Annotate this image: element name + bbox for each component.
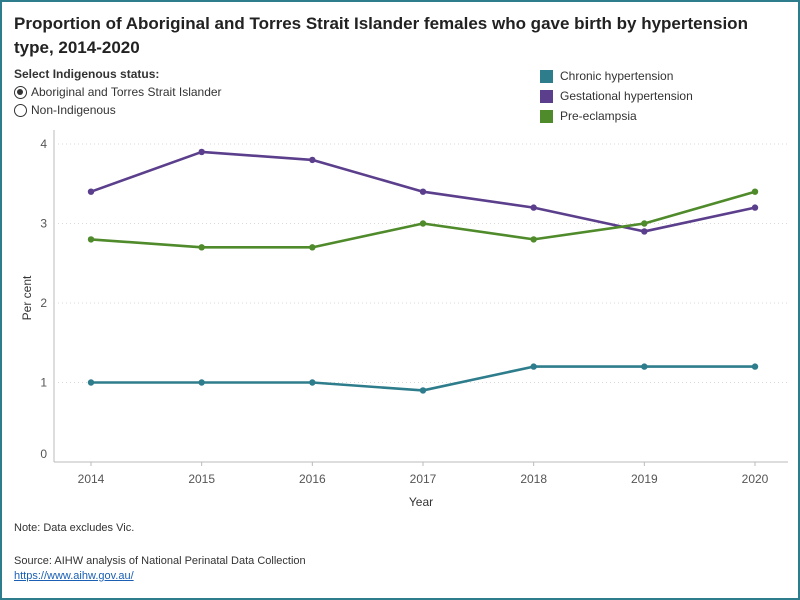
radio-option-aboriginal[interactable]: Aboriginal and Torres Strait Islander — [14, 83, 222, 101]
series-point-2 — [309, 244, 316, 251]
x-tick-label: 2015 — [188, 472, 215, 486]
series-point-0 — [530, 363, 537, 370]
radio-option-non-indigenous[interactable]: Non-Indigenous — [14, 101, 116, 119]
series-point-1 — [419, 188, 427, 195]
filter-label: Select Indigenous status: — [14, 67, 160, 81]
series-point-0 — [309, 379, 316, 386]
series-point-0 — [87, 379, 95, 386]
radio-selected-icon[interactable] — [14, 85, 27, 99]
radio-unselected-icon[interactable] — [14, 103, 27, 117]
legend-item-chronic[interactable]: Chronic hypertension — [540, 66, 693, 86]
legend-label: Pre-eclampsia — [560, 109, 637, 123]
y-tick-label: 3 — [40, 217, 47, 231]
legend-swatch-icon — [540, 69, 553, 83]
radio-option-label: Aboriginal and Torres Strait Islander — [31, 85, 222, 99]
series-point-0 — [751, 363, 759, 370]
series-point-0 — [641, 363, 648, 370]
series-point-0 — [198, 379, 205, 386]
legend-swatch-icon — [540, 89, 553, 103]
x-tick-label: 2014 — [78, 472, 105, 486]
legend: Chronic hypertension Gestational hyperte… — [540, 66, 693, 126]
x-tick-label: 2018 — [520, 472, 547, 486]
series-point-1 — [530, 204, 537, 211]
series-point-2 — [641, 220, 648, 227]
radio-option-label: Non-Indigenous — [31, 103, 116, 117]
legend-swatch-icon — [540, 109, 553, 123]
legend-item-gestational[interactable]: Gestational hypertension — [540, 86, 693, 106]
y-tick-label: 4 — [40, 137, 47, 151]
x-tick-label: 2016 — [299, 472, 326, 486]
chart-title: Proportion of Aboriginal and Torres Stra… — [14, 14, 748, 57]
series-point-0 — [419, 387, 427, 394]
series-line-0 — [91, 365, 755, 392]
series-point-1 — [309, 156, 316, 164]
line-chart: 0 1 2 3 4 2014 2015 2016 2017 2018 2019 2020 Year Per… — [20, 130, 788, 509]
x-tick-label: 2019 — [631, 472, 658, 486]
x-tick-label: 2020 — [742, 472, 769, 486]
series-point-2 — [751, 188, 759, 195]
y-tick-label: 0 — [40, 447, 47, 461]
y-axis-label: Per cent — [20, 275, 34, 320]
legend-label: Chronic hypertension — [560, 69, 674, 83]
series-point-1 — [198, 148, 205, 156]
series-point-2 — [198, 244, 205, 251]
legend-label: Gestational hypertension — [560, 89, 693, 103]
series-line-2 — [90, 190, 756, 249]
series-point-2 — [87, 236, 95, 243]
source-text: Source: AIHW analysis of National Perina… — [14, 555, 306, 567]
series-point-1 — [641, 228, 648, 235]
series-point-2 — [530, 236, 537, 243]
x-axis-label: Year — [409, 495, 433, 509]
series-point-1 — [751, 204, 759, 211]
legend-item-preeclampsia[interactable]: Pre-eclampsia — [540, 106, 693, 126]
x-tick-label: 2017 — [410, 472, 437, 486]
series-point-1 — [87, 188, 95, 195]
y-tick-label: 1 — [40, 376, 47, 390]
source-link[interactable]: https://www.aihw.gov.au/ — [14, 570, 134, 582]
y-tick-label: 2 — [40, 296, 47, 310]
series-point-2 — [419, 220, 427, 227]
note-text: Note: Data excludes Vic. — [14, 522, 135, 534]
